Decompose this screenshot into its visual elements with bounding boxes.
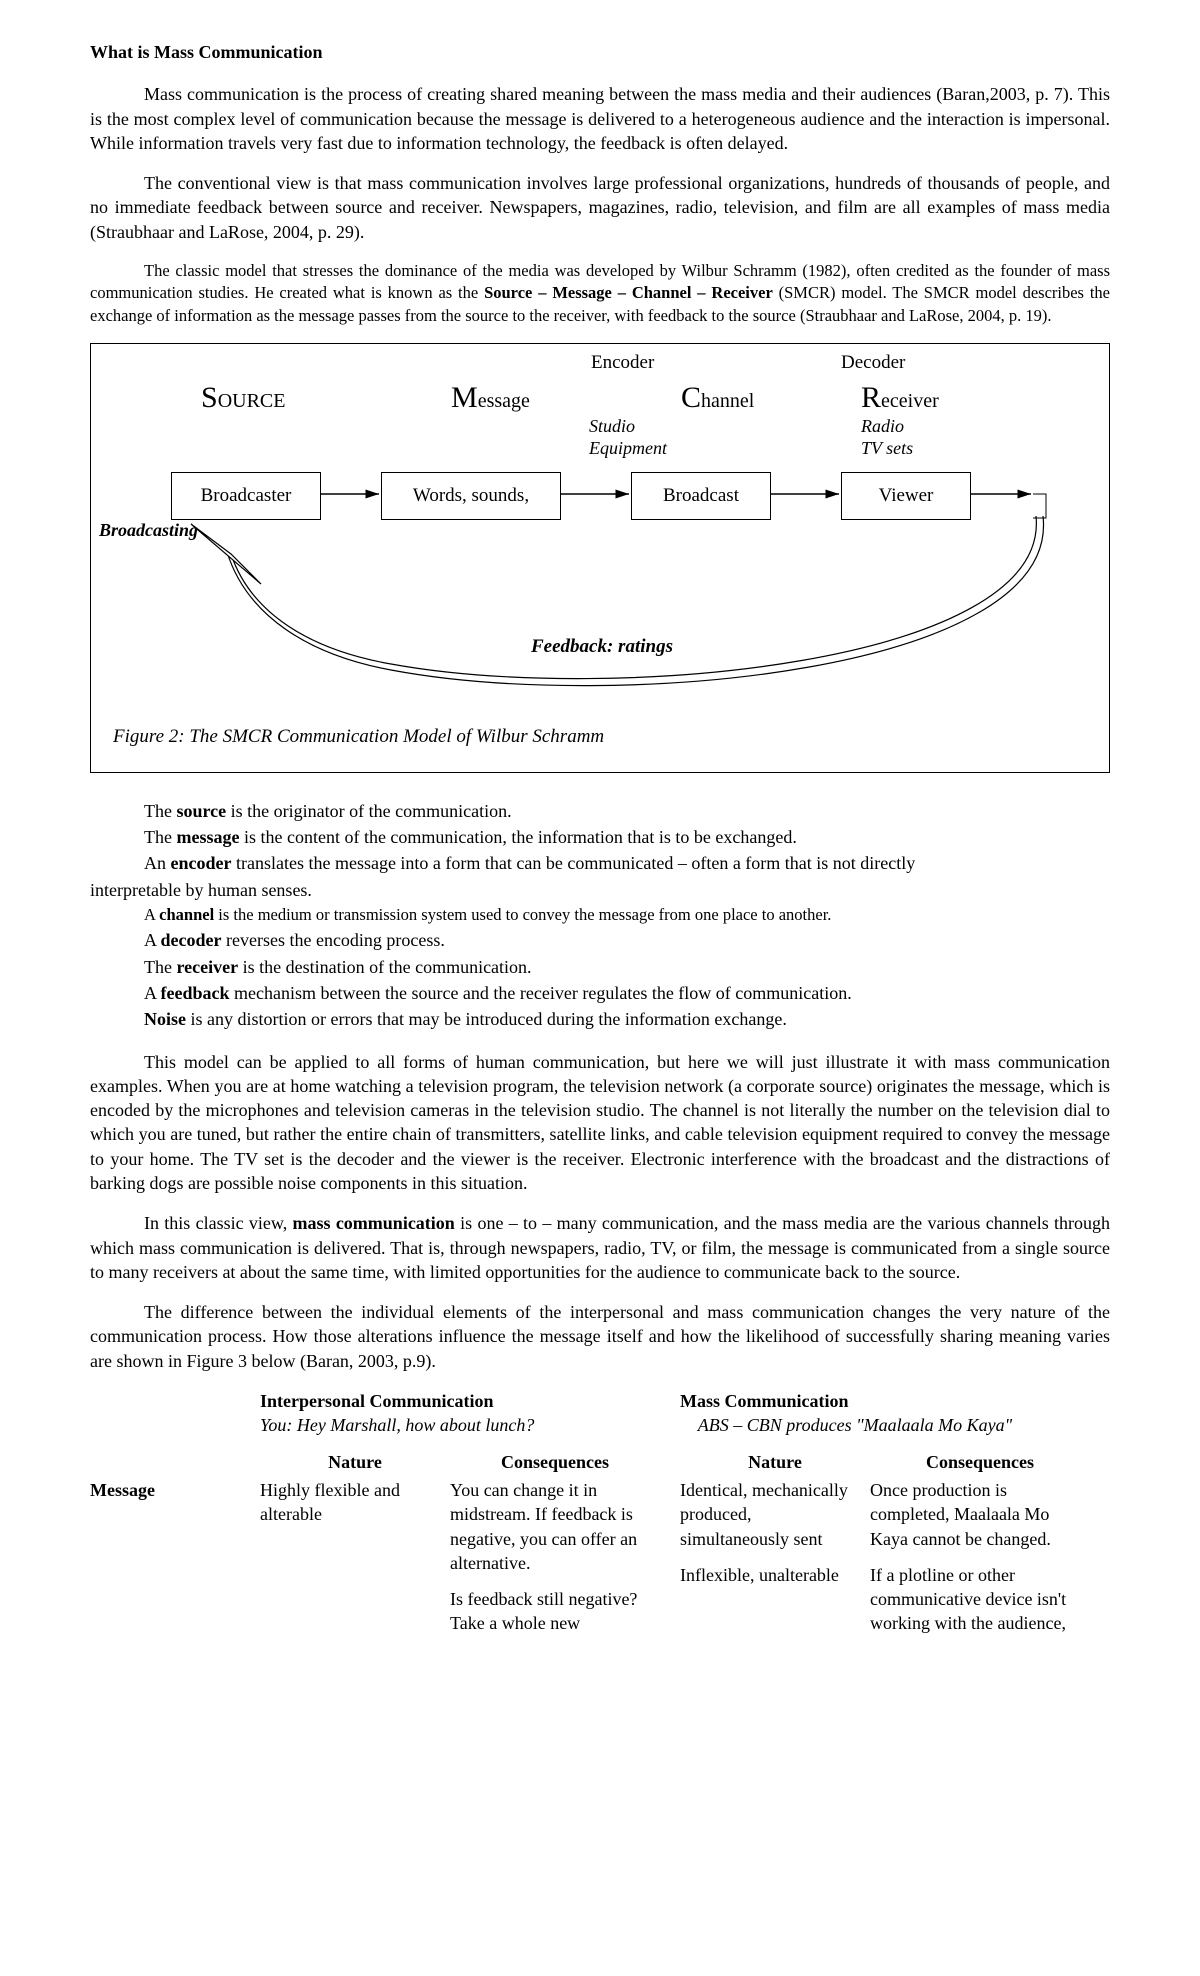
figure-caption: Figure 2: The SMCR Communication Model o… <box>113 724 604 750</box>
smcr-header: Receiver <box>861 378 939 419</box>
diagram-label: Equipment <box>589 436 667 460</box>
nature-header-1: Nature <box>260 1450 450 1474</box>
definition-line: A feedback mechanism between the source … <box>144 981 1110 1005</box>
diagram-label: Decoder <box>841 350 905 376</box>
right-nature-2: Inflexible, unalterable <box>680 1563 858 1587</box>
diagram-label: Studio <box>589 414 635 438</box>
page-title: What is Mass Communication <box>90 40 1110 64</box>
diagram-label: Broadcasting <box>99 518 198 542</box>
paragraph-5: In this classic view, mass communication… <box>90 1211 1110 1284</box>
diagram-node: Words, sounds, <box>381 472 561 520</box>
definition-line: The source is the originator of the comm… <box>144 799 1110 823</box>
interpersonal-title: Interpersonal Communication <box>260 1389 660 1413</box>
paragraph-6: The difference between the individual el… <box>90 1300 1110 1373</box>
mass-title: Mass Communication <box>680 1389 1090 1413</box>
paragraph-3: The classic model that stresses the domi… <box>90 260 1110 327</box>
diagram-label: Encoder <box>591 350 654 376</box>
definition-line: Noise is any distortion or errors that m… <box>144 1007 1110 1031</box>
definitions-list: The source is the originator of the comm… <box>144 799 1110 1032</box>
left-conseq-1: You can change it in midstream. If feedb… <box>450 1478 648 1575</box>
definition-line: An encoder translates the message into a… <box>144 851 1110 875</box>
para5-bold: mass communication <box>293 1213 455 1233</box>
diagram-node: Viewer <box>841 472 971 520</box>
definition-line: A channel is the medium or transmission … <box>144 904 1110 926</box>
diagram-label: TV sets <box>861 436 913 460</box>
consequences-header-1: Consequences <box>450 1450 660 1474</box>
diagram-node: Broadcast <box>631 472 771 520</box>
left-conseq-2: Is feedback still negative? Take a whole… <box>450 1587 648 1636</box>
para3-bold: Source – Message – Channel – Receiver <box>484 283 773 302</box>
definition-line: The message is the content of the commun… <box>144 825 1110 849</box>
consequences-header-2: Consequences <box>870 1450 1090 1474</box>
smcr-header: SOURCE <box>201 378 285 419</box>
smcr-header: Message <box>451 378 530 419</box>
left-nature: Highly flexible and alterable <box>260 1478 450 1527</box>
diagram-label: Feedback: ratings <box>531 634 673 660</box>
row-label: Message <box>90 1478 260 1502</box>
definition-line: The receiver is the destination of the c… <box>144 955 1110 979</box>
comparison-row-message: Message Highly flexible and alterable Yo… <box>90 1478 1110 1648</box>
paragraph-2: The conventional view is that mass commu… <box>90 171 1110 244</box>
definition-line-cont: interpretable by human senses. <box>90 878 1110 902</box>
right-conseq-1: Once production is completed, Maalaala M… <box>870 1478 1090 1551</box>
diagram-label: Radio <box>861 414 904 438</box>
comparison-table: Interpersonal Communication You: Hey Mar… <box>90 1389 1110 1648</box>
paragraph-4: This model can be applied to all forms o… <box>90 1050 1110 1196</box>
smcr-diagram: Figure 2: The SMCR Communication Model o… <box>90 343 1110 773</box>
comparison-header: Interpersonal Communication You: Hey Mar… <box>90 1389 1110 1438</box>
right-nature-1: Identical, mechanically produced, simult… <box>680 1478 858 1551</box>
right-conseq-2: If a plotline or other communicative dev… <box>870 1563 1090 1636</box>
diagram-node: Broadcaster <box>171 472 321 520</box>
interpersonal-sub: You: Hey Marshall, how about lunch? <box>260 1413 660 1437</box>
para5-text: In this classic view, <box>144 1213 293 1233</box>
paragraph-1: Mass communication is the process of cre… <box>90 82 1110 155</box>
definition-line: A decoder reverses the encoding process. <box>144 928 1110 952</box>
mass-sub: ABS – CBN produces "Maalaala Mo Kaya" <box>680 1413 1090 1437</box>
comparison-subheader: Nature Consequences Nature Consequences <box>90 1450 1110 1474</box>
nature-header-2: Nature <box>660 1450 870 1474</box>
smcr-header: Channel <box>681 378 754 419</box>
